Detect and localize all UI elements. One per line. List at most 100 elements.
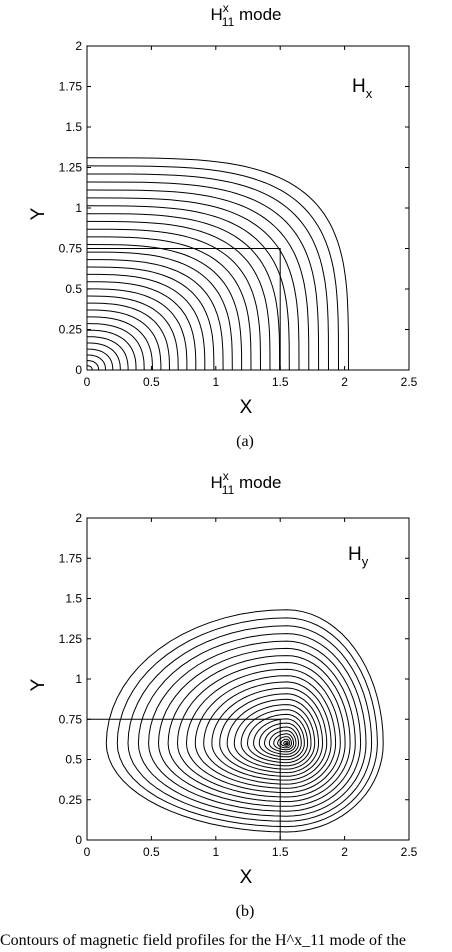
field-label: Hy (348, 544, 369, 569)
contour-line (263, 726, 300, 755)
core-boundary (87, 248, 281, 370)
y-tick-label: 0.75 (59, 712, 83, 726)
contour-line (87, 157, 349, 370)
contour-line (87, 244, 243, 370)
y-tick-label: 1.25 (59, 161, 83, 175)
contour-line (268, 730, 297, 753)
contour-line (194, 675, 337, 789)
x-tick-label: 0 (84, 375, 91, 389)
contour-line (87, 236, 252, 370)
contour-line (87, 288, 188, 370)
contour-group (105, 609, 384, 833)
x-tick-label: 2.5 (401, 845, 418, 859)
contour-line (137, 633, 367, 817)
contour-line (277, 736, 292, 749)
y-tick-label: 1.5 (65, 120, 82, 134)
y-tick-label: 1.25 (59, 632, 83, 646)
contour-line (87, 273, 206, 370)
contour-line (87, 348, 114, 370)
x-tick-label: 0 (84, 845, 91, 859)
contour-line (87, 259, 224, 370)
x-tick-label: 1 (212, 845, 219, 859)
y-tick-label: 2 (75, 39, 82, 53)
y-axis-label: Y (28, 207, 49, 220)
contour-line (87, 205, 290, 370)
y-tick-label: 0 (75, 363, 82, 377)
core-boundary (87, 718, 281, 840)
panel-label: (a) (236, 433, 254, 450)
contour-line (87, 281, 197, 370)
contour-line (253, 718, 305, 761)
x-tick-label: 0.5 (143, 375, 160, 389)
contour-line (87, 302, 170, 370)
contour-line (87, 165, 339, 370)
contour-line (240, 709, 312, 767)
contour-line (176, 661, 346, 798)
chart-title: Hx 11 mode (211, 1, 282, 29)
contour-line (87, 220, 271, 370)
contour-line (273, 733, 294, 751)
contour-line (87, 173, 329, 370)
x-tick-label: 2 (341, 375, 348, 389)
contour-line (116, 617, 378, 828)
contour-line (105, 609, 384, 833)
contour-line (167, 655, 351, 803)
chart-title: Hx 11 mode (211, 469, 282, 497)
chart-title-sup: x (223, 469, 229, 483)
y-tick-label: 0 (75, 833, 82, 847)
x-tick-label: 1 (212, 375, 219, 389)
y-tick-label: 1.75 (59, 551, 83, 565)
contour-line (280, 738, 291, 747)
chart-title-main: H (211, 473, 223, 492)
x-tick-label: 1.5 (272, 375, 289, 389)
y-tick-label: 1.5 (65, 592, 82, 606)
contour-line (87, 360, 100, 370)
panel-label: (b) (236, 903, 255, 920)
contour-line (219, 693, 324, 777)
contour-line (87, 329, 137, 370)
contour-group (87, 157, 349, 370)
contour-line (87, 309, 162, 370)
x-axis-label: X (240, 867, 253, 888)
y-axis-label: Y (28, 678, 49, 691)
x-tick-label: 1.5 (272, 845, 289, 859)
contour-line (87, 189, 310, 370)
x-axis-label: X (240, 397, 253, 418)
y-tick-label: 0.75 (59, 242, 83, 256)
contour-line (87, 365, 93, 370)
contour-line (127, 625, 373, 822)
contour-line (148, 640, 362, 812)
contour-line (285, 742, 288, 745)
contour-line (226, 698, 320, 774)
contour-line (87, 181, 320, 370)
contour-line (87, 323, 145, 370)
contour-line (87, 228, 261, 370)
contour-line (233, 704, 316, 770)
contour-line (157, 647, 356, 807)
contour-line (87, 266, 215, 370)
y-tick-label: 1.75 (59, 80, 83, 94)
contour-line (87, 251, 233, 370)
field-label: Hx (352, 76, 373, 101)
x-tick-label: 2 (341, 845, 348, 859)
contour-line (87, 342, 121, 370)
y-tick-label: 0.25 (59, 323, 83, 337)
y-tick-label: 0.5 (65, 753, 82, 767)
chart-panel-b: Hx 11 mode 0 0.5 1 1.5 2 2.5 0 0.25 0.5 0.75 1 1.25 1.… (28, 469, 418, 920)
contour-line (87, 213, 281, 370)
chart-title-main: H (211, 5, 223, 24)
contour-line (258, 722, 302, 758)
contour-line (203, 681, 332, 785)
y-tick-label: 2 (75, 511, 82, 525)
contour-line (87, 197, 300, 370)
chart-title-sub: 11 (222, 483, 235, 497)
chart-title-rest: mode (234, 473, 281, 492)
y-tick-label: 1 (75, 201, 82, 215)
y-tick-label: 1 (75, 672, 82, 686)
contour-line (246, 713, 309, 764)
chart-title-rest: mode (234, 5, 281, 24)
contour-line (185, 668, 341, 794)
chart-title-sub: 11 (222, 15, 235, 29)
